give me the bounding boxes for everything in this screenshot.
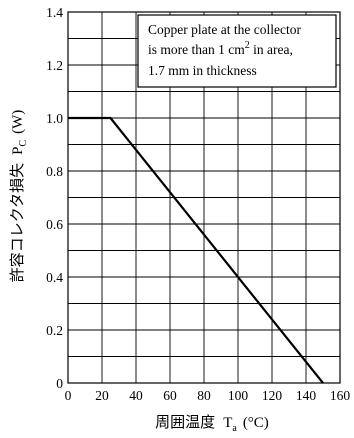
x-tick-label: 140 (296, 388, 317, 403)
y-tick-label: 1.4 (46, 5, 63, 20)
y-tick-label: 0.8 (46, 164, 63, 179)
annotation-line-2: is more than 1 cm2 in area, (148, 40, 293, 57)
x-tick-label: 120 (262, 388, 283, 403)
annotation-line-1: Copper plate at the collector (148, 22, 301, 37)
y-tick-label: 0 (56, 376, 63, 391)
y-tick-label: 1.0 (46, 111, 63, 126)
y-tick-label: 0.6 (46, 217, 63, 232)
x-tick-label: 20 (95, 388, 109, 403)
x-tick-label: 100 (228, 388, 249, 403)
y-tick-label: 0.4 (46, 270, 63, 285)
x-tick-label: 80 (197, 388, 211, 403)
x-tick-label: 60 (163, 388, 177, 403)
y-tick-label: 0.2 (46, 323, 63, 338)
x-tick-label: 160 (330, 388, 351, 403)
x-tick-label: 0 (65, 388, 72, 403)
tick-labels: 0 20 40 60 80 100 120 140 160 0 0.2 0.4 0.6 0.8 1.0 1.2… (46, 5, 350, 403)
annotation-box (137, 14, 337, 88)
plot-frame (67, 11, 341, 384)
x-tick-label: 40 (129, 388, 143, 403)
y-tick-label: 1.2 (46, 58, 63, 73)
y-axis-label: 許容コレクタ損失PC(W) (8, 110, 29, 283)
x-axis-label: 周囲温度 Ta (°C) (155, 413, 269, 434)
annotation-line-3: 1.7 mm in thickness (148, 63, 257, 78)
derating-curve (68, 116, 324, 384)
